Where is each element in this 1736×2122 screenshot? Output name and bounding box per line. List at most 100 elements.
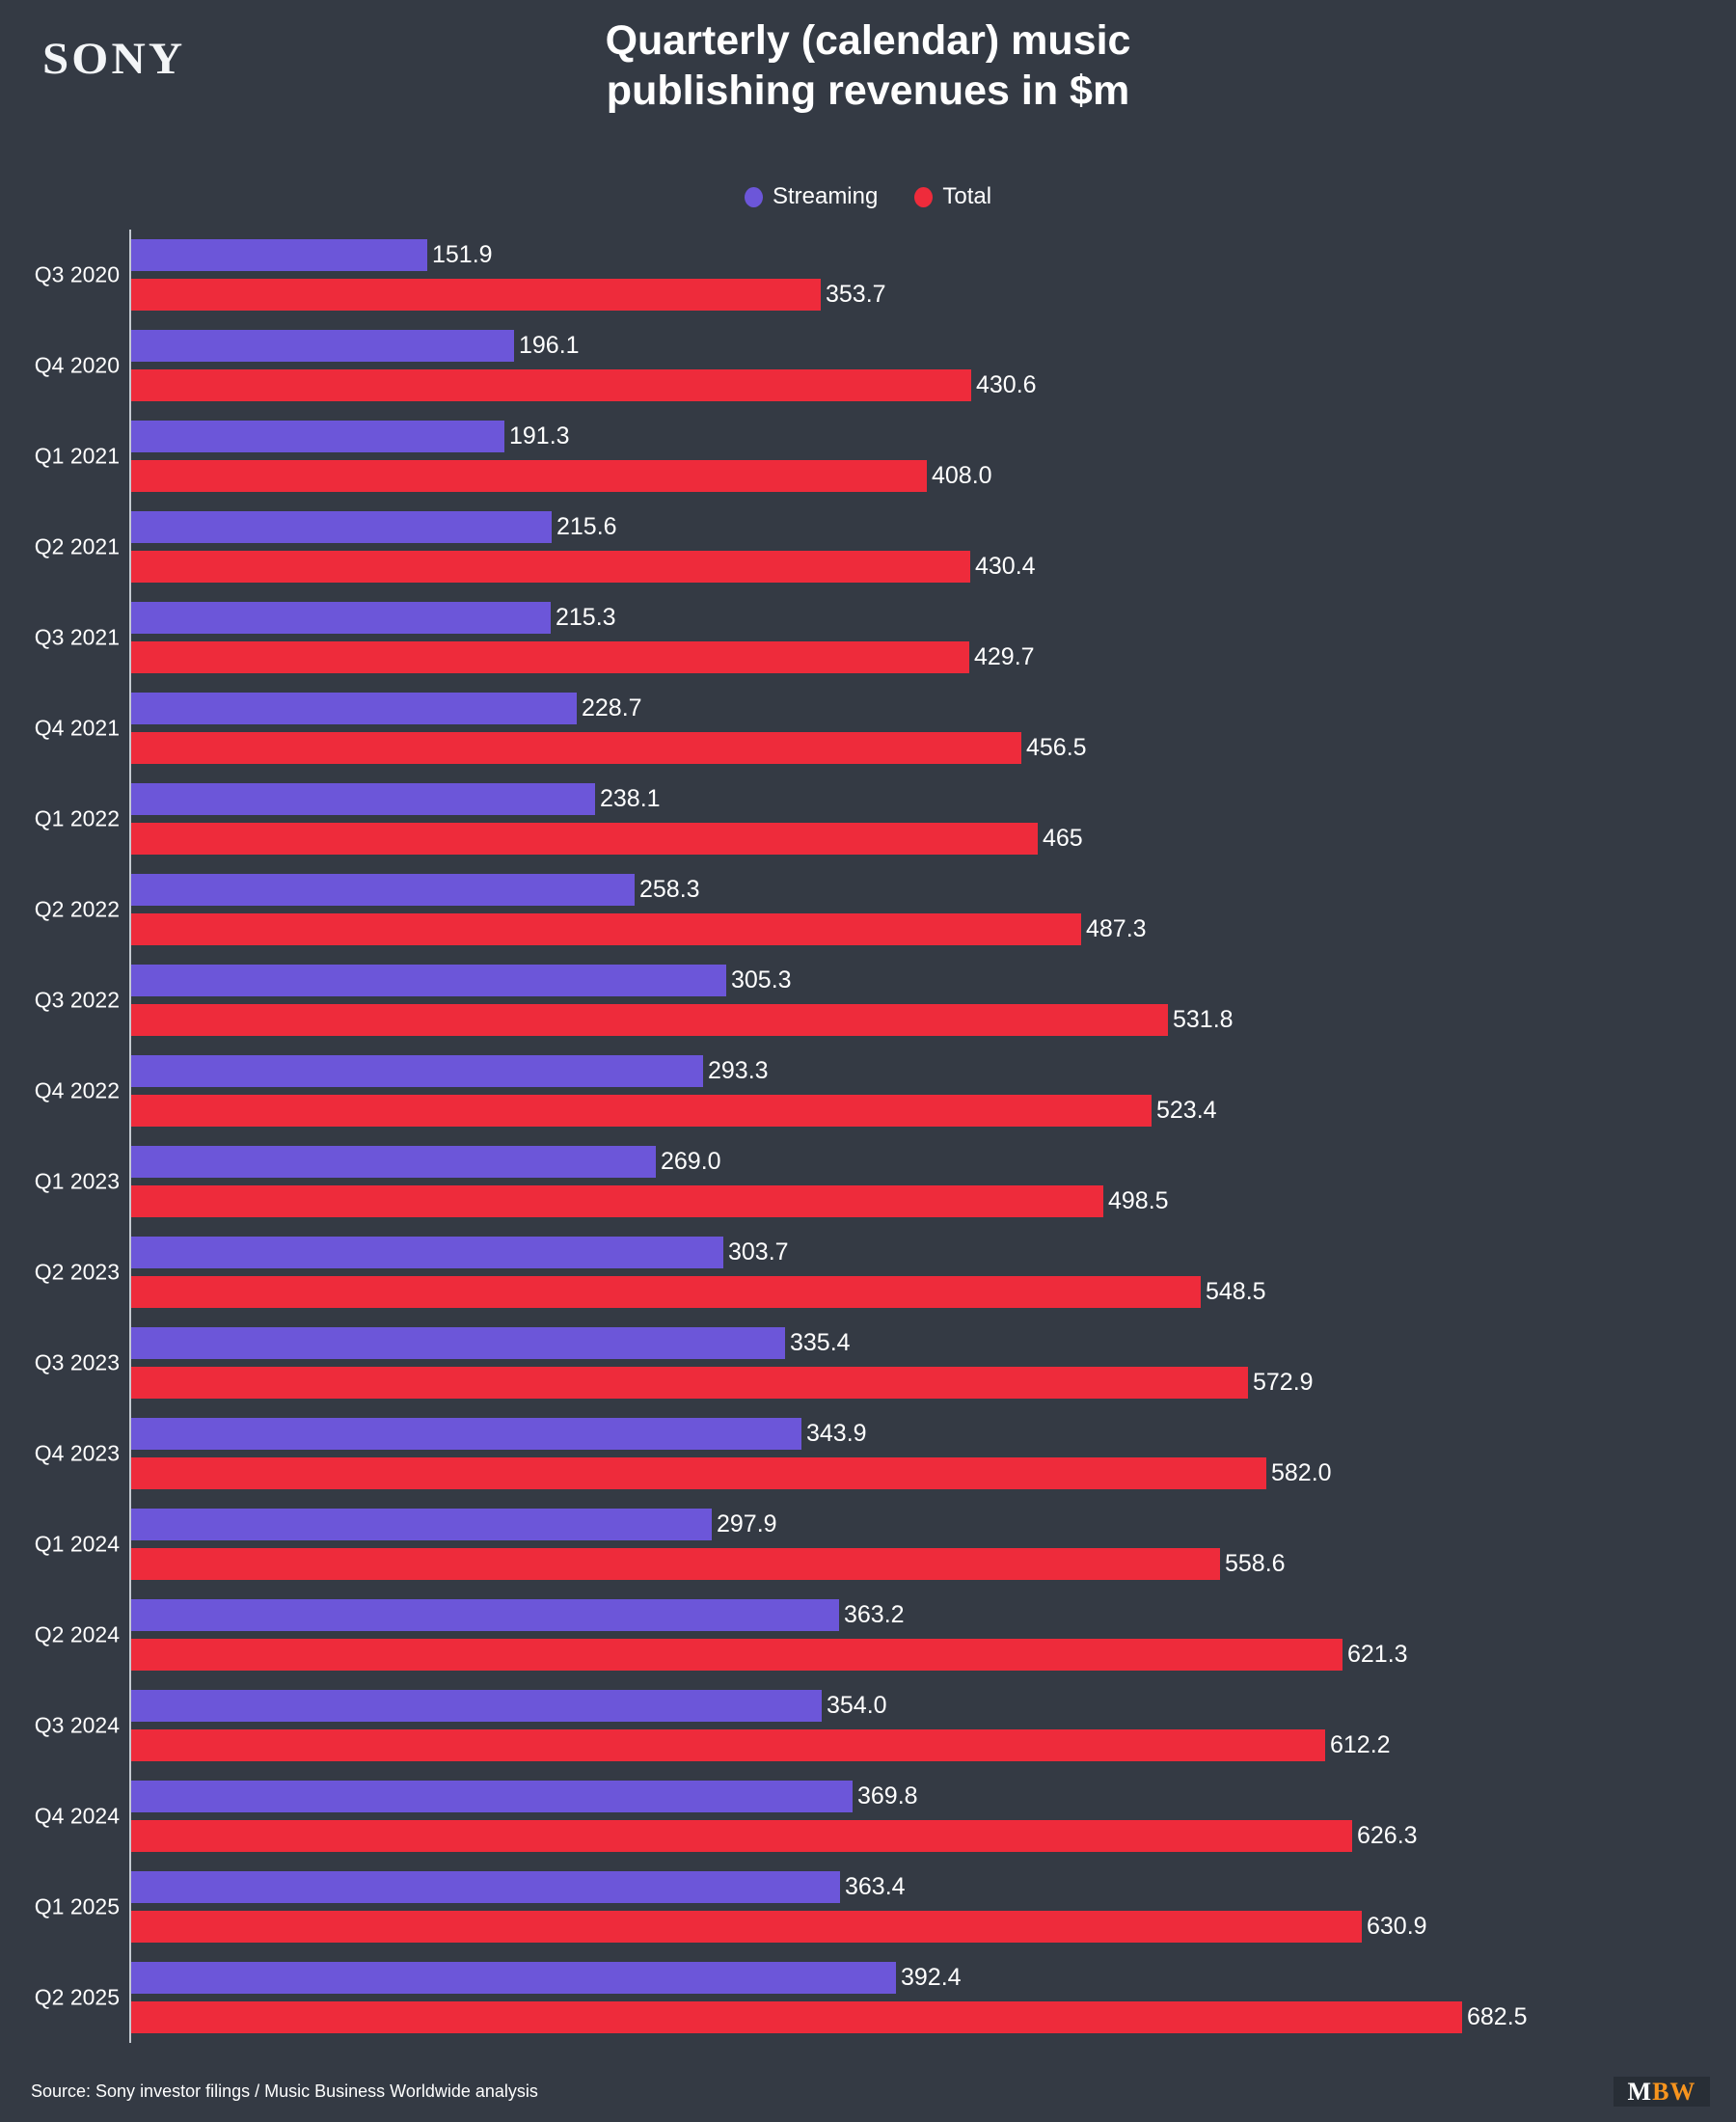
bar-value-label: 305.3 <box>731 966 792 993</box>
streaming-bar <box>131 330 514 362</box>
legend-item-streaming: Streaming <box>744 183 879 210</box>
total-bar-line: 430.6 <box>131 369 1636 401</box>
streaming-bar-line: 269.0 <box>131 1146 1636 1178</box>
streaming-bar-line: 305.3 <box>131 965 1636 996</box>
bar-value-label: 343.9 <box>806 1420 867 1447</box>
legend-label-streaming: Streaming <box>772 183 879 209</box>
chart-row: Q2 2024 363.2 621.3 <box>35 1599 1636 1671</box>
total-bar-line: 429.7 <box>131 641 1636 673</box>
bar-value-label: 523.4 <box>1156 1097 1217 1124</box>
total-bar-line: 630.9 <box>131 1911 1636 1943</box>
streaming-bar <box>131 511 552 543</box>
bar-value-label: 682.5 <box>1467 2003 1528 2030</box>
chart-row: Q1 2022 238.1 465 <box>35 783 1636 855</box>
mbw-logo-m: M <box>1627 2077 1653 2106</box>
total-bar-line: 612.2 <box>131 1729 1636 1761</box>
total-bar <box>131 2001 1462 2033</box>
total-bar <box>131 913 1081 945</box>
category-label: Q4 2021 <box>34 715 120 741</box>
category-label: Q1 2024 <box>34 1531 120 1557</box>
chart-title-line1: Quarterly (calendar) music <box>605 17 1131 64</box>
total-bar-line: 682.5 <box>131 2001 1636 2033</box>
chart-title: Quarterly (calendar) music publishing re… <box>0 15 1736 116</box>
chart-title-line2: publishing revenues in $m <box>606 68 1130 114</box>
streaming-bar <box>131 1418 801 1450</box>
chart-area: Q3 2020 151.9 353.7 Q4 2020 196.1 430.6 Q1 202… <box>35 230 1636 2043</box>
bar-value-label: 215.3 <box>556 604 616 631</box>
total-bar <box>131 641 969 673</box>
chart-row: Q4 2020 196.1 430.6 <box>35 330 1636 401</box>
total-bar <box>131 460 927 492</box>
streaming-bar <box>131 1690 822 1722</box>
streaming-bar-line: 363.4 <box>131 1871 1636 1903</box>
total-bar <box>131 1276 1201 1308</box>
total-bar-line: 523.4 <box>131 1095 1636 1127</box>
chart-row: Q3 2022 305.3 531.8 <box>35 965 1636 1036</box>
total-bar <box>131 1729 1325 1761</box>
bar-value-label: 582.0 <box>1271 1459 1332 1486</box>
streaming-bar-line: 228.7 <box>131 693 1636 724</box>
bar-value-label: 354.0 <box>827 1692 887 1719</box>
streaming-bar-line: 297.9 <box>131 1509 1636 1540</box>
total-bar <box>131 732 1021 764</box>
total-bar-line: 456.5 <box>131 732 1636 764</box>
total-bar <box>131 1548 1220 1580</box>
bar-value-label: 429.7 <box>974 643 1035 670</box>
streaming-bar-line: 369.8 <box>131 1781 1636 1812</box>
total-bar-line: 572.9 <box>131 1367 1636 1399</box>
chart-row: Q3 2021 215.3 429.7 <box>35 602 1636 673</box>
bar-value-label: 430.4 <box>975 553 1036 580</box>
total-bar <box>131 1639 1343 1671</box>
streaming-bar-line: 354.0 <box>131 1690 1636 1722</box>
category-label: Q1 2023 <box>34 1168 120 1194</box>
category-label: Q2 2024 <box>34 1621 120 1647</box>
bar-value-label: 196.1 <box>519 332 580 359</box>
bar-value-label: 498.5 <box>1108 1187 1169 1214</box>
streaming-bar-line: 238.1 <box>131 783 1636 815</box>
total-legend-dot-icon <box>914 186 934 207</box>
bar-value-label: 531.8 <box>1173 1006 1234 1033</box>
streaming-bar-line: 392.4 <box>131 1962 1636 1994</box>
bar-value-label: 630.9 <box>1367 1913 1427 1940</box>
bar-value-label: 456.5 <box>1026 734 1087 761</box>
total-bar-line: 498.5 <box>131 1185 1636 1217</box>
total-bar-line: 465 <box>131 823 1636 855</box>
chart-row: Q2 2022 258.3 487.3 <box>35 874 1636 945</box>
bar-value-label: 430.6 <box>976 371 1037 398</box>
streaming-bar <box>131 1237 723 1268</box>
total-bar-line: 626.3 <box>131 1820 1636 1852</box>
bar-value-label: 369.8 <box>857 1782 918 1809</box>
streaming-legend-dot-icon <box>744 186 763 207</box>
category-label: Q2 2023 <box>34 1259 120 1285</box>
category-label: Q2 2022 <box>34 896 120 922</box>
streaming-bar-line: 151.9 <box>131 239 1636 271</box>
streaming-bar <box>131 693 577 724</box>
bar-value-label: 303.7 <box>728 1238 789 1265</box>
streaming-bar <box>131 874 635 906</box>
category-label: Q4 2023 <box>34 1440 120 1466</box>
streaming-bar <box>131 1871 840 1903</box>
category-label: Q3 2022 <box>34 987 120 1013</box>
bar-value-label: 228.7 <box>582 694 642 721</box>
bar-value-label: 151.9 <box>432 241 493 268</box>
streaming-bar <box>131 239 427 271</box>
streaming-bar <box>131 1146 656 1178</box>
category-label: Q1 2022 <box>34 805 120 831</box>
bar-value-label: 269.0 <box>661 1148 721 1175</box>
total-bar <box>131 1004 1168 1036</box>
total-bar <box>131 1820 1352 1852</box>
total-bar-line: 353.7 <box>131 279 1636 311</box>
bar-value-label: 465 <box>1043 825 1083 852</box>
total-bar <box>131 1911 1362 1943</box>
chart-row: Q1 2023 269.0 498.5 <box>35 1146 1636 1217</box>
category-label: Q2 2025 <box>34 1984 120 2010</box>
chart-row: Q3 2023 335.4 572.9 <box>35 1327 1636 1399</box>
streaming-bar <box>131 965 726 996</box>
bar-value-label: 572.9 <box>1253 1369 1314 1396</box>
total-bar-line: 531.8 <box>131 1004 1636 1036</box>
chart-row: Q2 2023 303.7 548.5 <box>35 1237 1636 1308</box>
total-bar <box>131 551 970 583</box>
streaming-bar-line: 215.3 <box>131 602 1636 634</box>
total-bar-line: 558.6 <box>131 1548 1636 1580</box>
streaming-bar <box>131 1055 703 1087</box>
